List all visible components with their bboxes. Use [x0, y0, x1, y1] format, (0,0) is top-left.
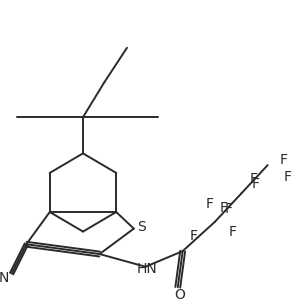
Text: F: F	[250, 172, 258, 186]
Text: O: O	[174, 288, 185, 302]
Text: F: F	[283, 170, 291, 184]
Text: F: F	[190, 229, 197, 243]
Text: F: F	[252, 177, 260, 191]
Text: HN: HN	[137, 262, 158, 276]
Text: F: F	[229, 224, 237, 239]
Text: F: F	[279, 153, 287, 167]
Text: F: F	[225, 202, 233, 216]
Text: F: F	[206, 197, 214, 211]
Text: F: F	[220, 201, 228, 215]
Text: S: S	[137, 220, 146, 234]
Text: N: N	[0, 271, 9, 285]
